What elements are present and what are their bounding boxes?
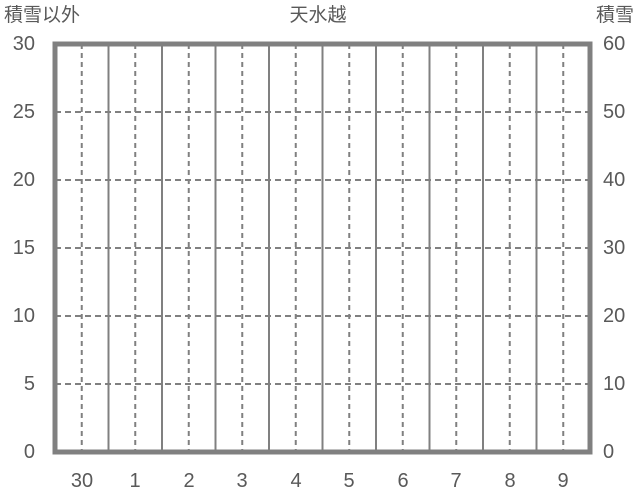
- x-tick-label: 30: [70, 470, 94, 492]
- right-axis-title: 積雪: [595, 5, 634, 26]
- plot-border: [52, 41, 593, 455]
- left-y-tick-label: 10: [12, 305, 35, 327]
- left-y-tick-label: 0: [23, 441, 35, 463]
- right-y-tick-label: 20: [603, 305, 626, 327]
- x-tick-label: 2: [183, 470, 195, 492]
- x-tick-label: 6: [397, 470, 409, 492]
- x-tick-label: 9: [557, 470, 569, 492]
- left-axis-title: 積雪以外: [4, 5, 81, 26]
- right-y-tick-label: 50: [603, 101, 626, 123]
- left-y-tick-label: 25: [12, 101, 35, 123]
- right-y-tick-label: 40: [603, 169, 626, 191]
- left-y-tick-label: 5: [23, 373, 35, 395]
- x-tick-label: 8: [504, 470, 516, 492]
- chart-title: 天水越: [289, 5, 347, 26]
- right-y-tick-label: 10: [603, 373, 626, 395]
- left-y-tick-label: 15: [12, 237, 35, 259]
- right-y-tick-label: 30: [603, 237, 626, 259]
- left-y-tick-label: 20: [12, 169, 35, 191]
- right-y-tick-label: 0: [603, 441, 615, 463]
- x-tick-label: 7: [450, 470, 462, 492]
- x-tick-label: 1: [129, 470, 141, 492]
- right-y-tick-label: 60: [603, 33, 626, 55]
- x-tick-label: 5: [343, 470, 355, 492]
- x-tick-label: 3: [236, 470, 248, 492]
- x-tick-label: 4: [290, 470, 302, 492]
- left-y-tick-label: 30: [12, 33, 35, 55]
